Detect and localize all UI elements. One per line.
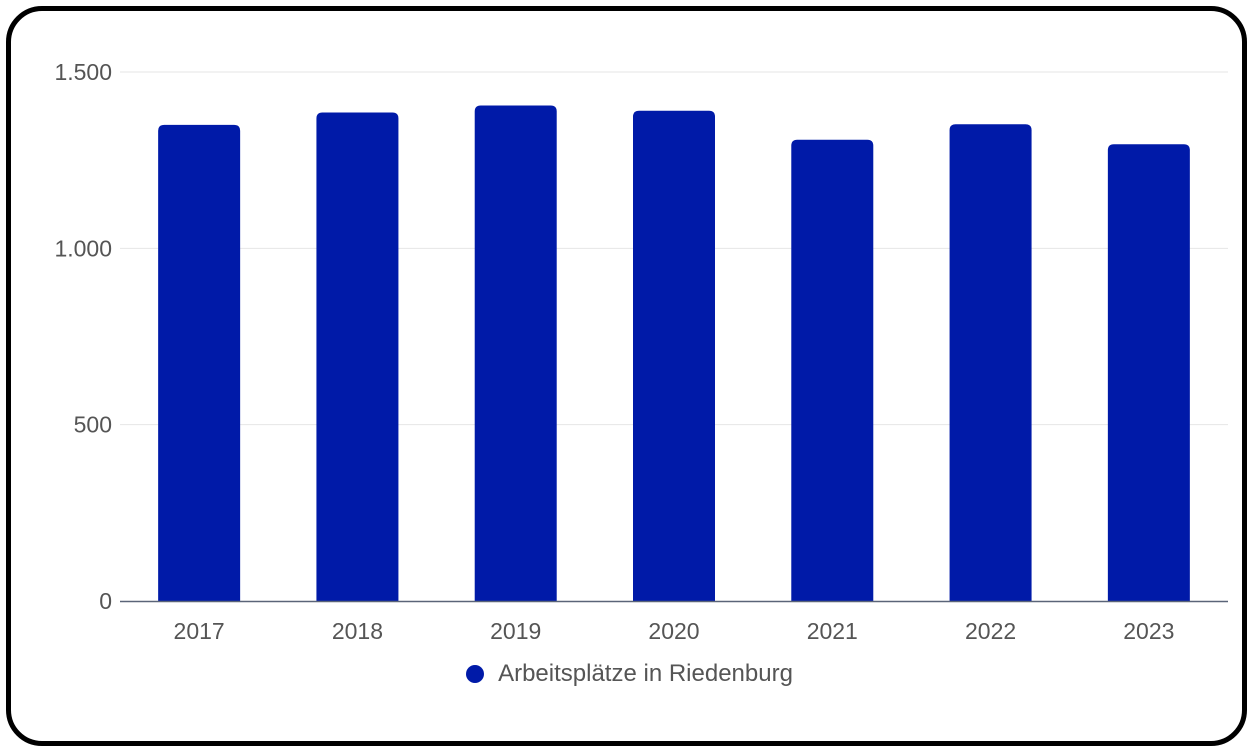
bar-2021[interactable] <box>791 139 874 601</box>
y-tick-label: 500 <box>74 412 112 438</box>
y-tick-label: 1.500 <box>54 59 112 85</box>
bar-2023[interactable] <box>1107 144 1190 601</box>
y-tick-label: 1.000 <box>54 235 112 261</box>
x-tick-label: 2020 <box>648 618 699 644</box>
legend-marker <box>466 665 485 683</box>
bar-2017[interactable] <box>158 124 241 602</box>
y-axis-ticks: 0 500 1.000 1.500 <box>54 59 112 614</box>
legend: Arbeitsplätze in Riedenburg <box>0 660 1259 688</box>
x-tick-label: 2017 <box>174 618 225 644</box>
x-tick-label: 2018 <box>332 618 383 644</box>
x-tick-label: 2019 <box>490 618 541 644</box>
y-tick-label: 0 <box>99 588 112 614</box>
x-axis-ticks: 2017 2018 2019 2020 2021 2022 2023 <box>120 600 1228 644</box>
legend-label: Arbeitsplätze in Riedenburg <box>498 660 793 687</box>
bar-2022[interactable] <box>949 124 1032 601</box>
x-tick-label: 2021 <box>807 618 858 644</box>
bar-2019[interactable] <box>474 105 557 602</box>
x-tick-label: 2023 <box>1123 618 1174 644</box>
bar-2018[interactable] <box>316 112 399 601</box>
bar-2020[interactable] <box>633 110 715 601</box>
x-tick-label: 2022 <box>965 618 1016 644</box>
bars <box>158 105 1190 602</box>
